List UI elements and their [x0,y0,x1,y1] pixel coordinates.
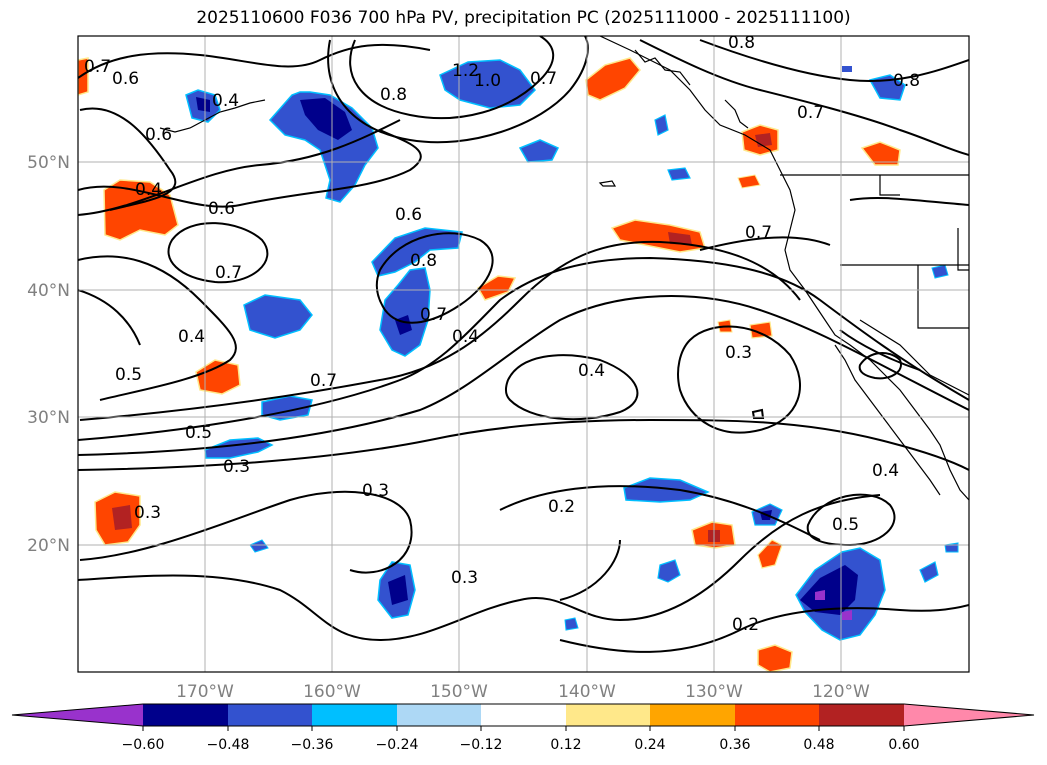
contour-label: 0.7 [420,305,447,325]
colorbar-tick-label: 0.36 [719,737,750,753]
contour-labels: 0.7 0.6 0.4 1.2 1.0 0.8 0.7 0.8 0.6 0.4 … [84,33,920,635]
contour-label: 0.7 [215,263,242,283]
colorbar-segment [819,704,904,726]
colorbar-segment [312,704,397,726]
contour-label: 0.8 [410,251,437,271]
colorbar-tick-label: 0.24 [634,737,665,753]
contour-label: 0.8 [728,33,755,53]
lon-label: 150°W [430,682,488,702]
contour-label: 0.5 [115,365,142,385]
colorbar-ticks [142,726,905,731]
colorbar-tick-label: −0.24 [376,737,419,753]
lat-label: 20°N [27,536,70,556]
contour-label: 0.7 [310,371,337,391]
contour-label: 0.7 [84,57,111,77]
contour-label: 1.0 [474,71,501,91]
contour-label: 0.7 [745,223,772,243]
colorbar-segment [228,704,312,726]
lat-label: 50°N [27,153,70,173]
contour-label: 0.4 [578,361,605,381]
lat-label: 30°N [27,408,70,428]
gridlines [78,36,969,672]
colorbar-extend-min [12,704,143,726]
colorbar-tick-label: 0.12 [550,737,581,753]
map-title: 2025110600 F036 700 hPa PV, precipitatio… [196,8,851,28]
colorbar-tick-label: −0.12 [460,737,503,753]
pv-contours [78,36,969,653]
contour-label: 0.2 [548,497,575,517]
lon-label: 120°W [812,682,870,702]
contour-label: 0.7 [530,69,557,89]
contour-label: 0.3 [362,481,389,501]
colorbar-tick-label: −0.36 [291,737,334,753]
contour-label: 0.4 [452,327,479,347]
colorbar-segment [481,704,566,726]
colorbar-tick-label: −0.48 [207,737,250,753]
contour-label: 0.5 [185,423,212,443]
colorbar-tick-label: 0.60 [888,737,919,753]
lat-label: 40°N [27,281,70,301]
longitude-labels: 170°W 160°W 150°W 140°W 130°W 120°W [176,682,870,702]
contour-label: 0.8 [893,71,920,91]
colorbar-segment [397,704,481,726]
lon-label: 170°W [176,682,234,702]
contour-label: 0.5 [832,515,859,535]
contour-label: 0.6 [208,199,235,219]
contour-label: 0.4 [212,91,239,111]
colorbar-tick-label: −0.60 [122,737,165,753]
contour-label: 0.4 [872,461,899,481]
colorbar-extend-max [904,704,1034,726]
contour-label: 0.3 [134,503,161,523]
contour-label: 0.3 [451,568,478,588]
contour-label: 0.4 [135,180,162,200]
lon-label: 140°W [558,682,616,702]
contour-label: 0.6 [112,69,139,89]
colorbar-segment [566,704,650,726]
map-frame [77,35,970,673]
contour-label: 0.4 [178,327,205,347]
lon-label: 160°W [303,682,361,702]
contour-label: 0.3 [725,343,752,363]
latitude-labels: 50°N 40°N 30°N 20°N [27,153,70,556]
colorbar-segment [143,704,228,726]
contour-label: 0.3 [223,457,250,477]
contour-label: 0.6 [145,125,172,145]
contour-label: 0.8 [380,85,407,105]
colorbar-tick-label: 0.48 [803,737,834,753]
contour-label: 0.6 [395,205,422,225]
colorbar-segment [735,704,819,726]
colorbar: −0.60 −0.48 −0.36 −0.24 −0.12 0.12 0.24 … [11,703,1035,753]
contour-label: 1.2 [452,61,479,81]
lon-label: 130°W [685,682,743,702]
contour-label: 0.2 [732,615,759,635]
colorbar-segment [650,704,735,726]
contour-label: 0.7 [797,103,824,123]
